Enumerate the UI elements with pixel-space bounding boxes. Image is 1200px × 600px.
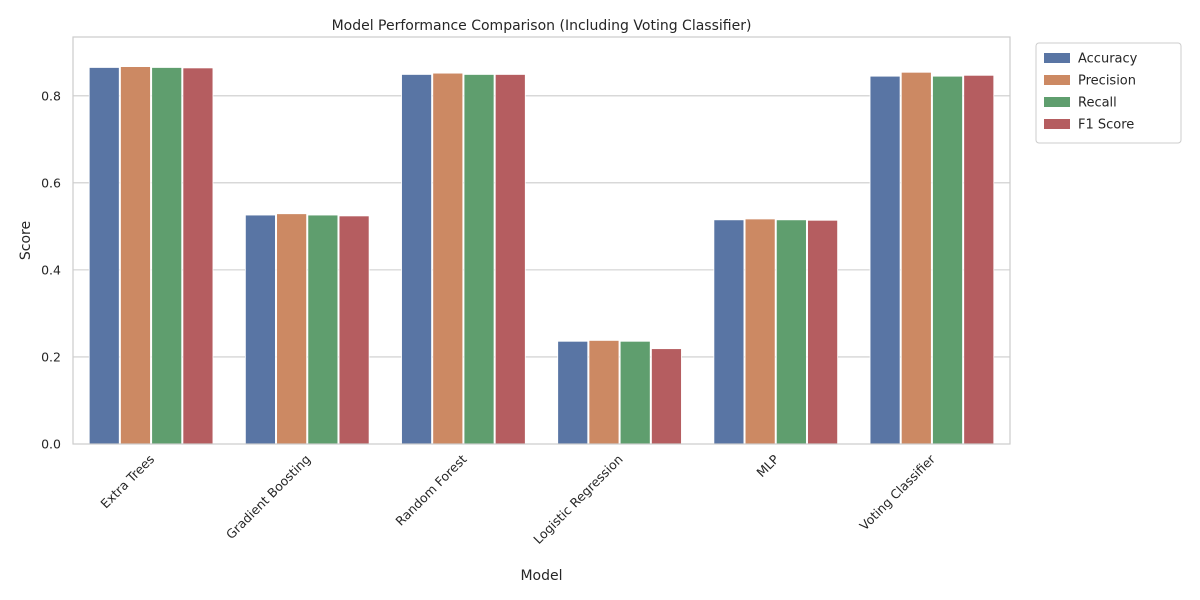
x-tick-label: MLP — [753, 451, 782, 480]
x-tick-label: Voting Classifier — [856, 451, 938, 533]
bar-recall — [151, 67, 183, 445]
x-tick-label: Extra Trees — [97, 452, 157, 512]
bar-precision — [120, 66, 151, 445]
y-tick-label: 0.8 — [41, 88, 61, 103]
legend-swatch — [1044, 53, 1070, 63]
bar-recall — [463, 74, 495, 445]
bar-recall — [932, 75, 963, 445]
legend: Accuracy Precision Recall F1 Score — [1035, 42, 1182, 144]
legend-label: Recall — [1078, 96, 1117, 111]
bar-accuracy — [869, 75, 901, 445]
bar-recall — [307, 214, 339, 445]
plot-frame — [72, 36, 1011, 445]
legend-label: Precision — [1078, 74, 1136, 89]
bar-precision — [900, 71, 932, 445]
x-tick-labels: Extra Trees Gradient Boosting Random Fores… — [97, 451, 938, 547]
bar-recall — [619, 340, 651, 445]
bar-precision — [744, 218, 776, 445]
y-tick-labels: 0.0 0.2 0.4 0.6 0.8 — [41, 88, 61, 451]
legend-swatch — [1044, 75, 1070, 85]
x-tick-label: Logistic Regression — [530, 452, 625, 547]
bar-accuracy — [244, 214, 276, 445]
x-tick-label: Gradient Boosting — [223, 452, 314, 543]
y-tick-label: 0.6 — [41, 175, 61, 190]
bar-f1-score — [963, 74, 995, 445]
bar-precision — [432, 72, 464, 445]
y-tick-label: 0.2 — [41, 349, 61, 364]
bar-f1-score — [182, 67, 214, 445]
y-axis-label: Score — [18, 221, 34, 260]
x-axis-label: Model — [520, 568, 562, 584]
bar-f1-score — [338, 215, 370, 445]
y-tick-label: 0.0 — [41, 437, 61, 452]
grid-lines — [73, 95, 1010, 445]
bar-accuracy — [401, 74, 432, 445]
bar-accuracy — [88, 67, 120, 445]
bar-f1-score — [807, 219, 839, 445]
chart-title: Model Performance Comparison (Including … — [332, 18, 752, 34]
legend-swatch — [1044, 119, 1070, 129]
legend-label: F1 Score — [1078, 118, 1134, 133]
legend-box — [1035, 42, 1182, 144]
legend-swatch — [1044, 97, 1070, 107]
bar-accuracy — [557, 340, 589, 445]
bar-accuracy — [713, 219, 745, 445]
x-tick-label: Random Forest — [392, 451, 469, 528]
bar-recall — [775, 219, 807, 445]
bar-precision — [588, 339, 620, 445]
bar-f1-score — [494, 74, 526, 445]
bar-precision — [276, 213, 308, 445]
legend-label: Accuracy — [1078, 52, 1138, 67]
y-tick-label: 0.4 — [41, 262, 61, 277]
bar-f1-score — [651, 348, 682, 445]
bars — [88, 66, 995, 445]
